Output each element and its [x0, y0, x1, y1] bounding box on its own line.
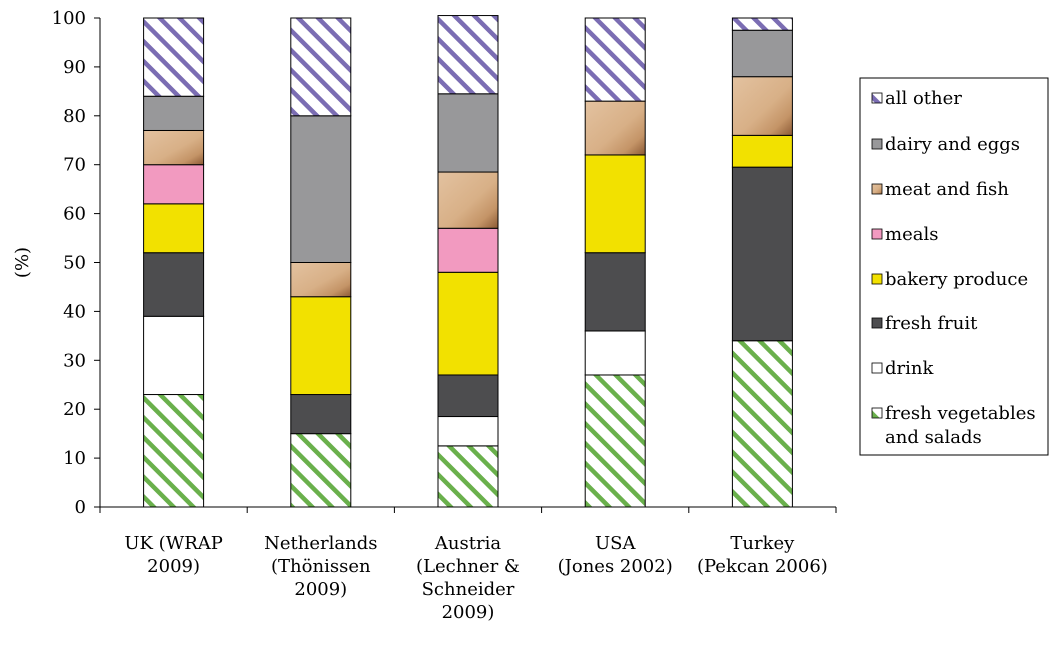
y-tick-label: 100 — [52, 8, 86, 29]
legend-label-line: dairy and eggs — [885, 134, 1020, 155]
x-category-label-line: UK (WRAP — [124, 533, 223, 554]
legend-box — [859, 77, 1049, 456]
legend-label: bakery produce — [885, 269, 1028, 290]
legend-label: meals — [885, 224, 938, 245]
x-category-label-line: (Pekcan 2006) — [697, 556, 828, 577]
legend-swatch — [871, 317, 883, 329]
bar-segment — [143, 394, 205, 508]
bar-segment — [584, 154, 646, 254]
legend-label-line: drink — [885, 358, 934, 379]
x-category-label: USA (Jones 2002) — [558, 533, 673, 577]
bar-segment — [584, 252, 646, 332]
y-tick-label: 50 — [63, 253, 86, 274]
legend-label: meat and fish — [885, 179, 1009, 200]
legend-label-line: all other — [885, 88, 962, 109]
bar-segment — [143, 203, 205, 254]
bar-segment — [143, 252, 205, 317]
bar-segment — [437, 445, 499, 508]
legend-label: drink — [885, 358, 934, 379]
x-category-label-line: USA — [595, 533, 637, 554]
x-category-label-line: Austria — [434, 533, 501, 554]
bar-segment — [437, 93, 499, 173]
bar-segment — [731, 166, 793, 342]
y-tick-label: 70 — [63, 155, 86, 176]
x-category-label-line: Turkey — [730, 533, 795, 554]
bar-segment — [143, 17, 205, 97]
bar-segment — [437, 227, 499, 273]
x-category-label-line: 2009) — [442, 602, 495, 623]
x-category-label-line: (Thönissen — [271, 556, 371, 577]
legend-swatch — [871, 273, 883, 285]
legend-label-line: and salads — [885, 427, 982, 448]
y-tick-label: 30 — [63, 350, 86, 371]
legend-swatch — [871, 92, 883, 104]
legend-label: fresh fruit — [885, 313, 978, 334]
bar-segment — [731, 76, 793, 136]
y-tick-label: 60 — [63, 204, 86, 225]
bar-segment — [731, 340, 793, 508]
legend-swatch — [871, 407, 883, 419]
y-tick-label: 20 — [63, 399, 86, 420]
bar-segment — [437, 15, 499, 95]
legend-swatch — [871, 138, 883, 150]
y-tick-label: 80 — [63, 106, 86, 127]
bar-segment — [143, 315, 205, 396]
legend-label-line: meals — [885, 224, 938, 245]
bar-segment — [731, 17, 793, 31]
bar-segment — [437, 374, 499, 418]
bar-segment — [290, 17, 352, 117]
legend-label: all other — [885, 88, 962, 109]
y-tick-label: 0 — [75, 497, 86, 518]
legend-label-line: bakery produce — [885, 269, 1028, 290]
x-category-label: UK (WRAP 2009) — [124, 533, 223, 577]
bar-segment — [437, 171, 499, 229]
x-category-label-line: 2009) — [147, 556, 200, 577]
bar-segment — [143, 164, 205, 205]
legend-label-line: meat and fish — [885, 179, 1009, 200]
x-category-label: Netherlands (Thönissen 2009) — [264, 533, 377, 600]
legend-label: fresh vegetables and salads — [885, 403, 1036, 448]
bar-segment — [290, 394, 352, 435]
legend-swatch — [871, 362, 883, 374]
x-category-label-line: (Jones 2002) — [558, 556, 673, 577]
legend-swatch — [871, 228, 883, 240]
bar-segment — [290, 262, 352, 298]
x-category-label-line: 2009) — [294, 579, 347, 600]
x-category-label-line: Netherlands — [264, 533, 377, 554]
bar-segment — [437, 271, 499, 376]
bar-segment — [143, 129, 205, 166]
y-axis-title: (%) — [12, 247, 33, 278]
x-category-label-line: (Lechner & — [416, 556, 520, 577]
legend-label-line: fresh fruit — [885, 313, 978, 334]
bar-segment — [290, 115, 352, 263]
bar-segment — [731, 134, 793, 168]
bar-segment — [584, 100, 646, 156]
x-category-label-line: Schneider — [422, 579, 515, 600]
legend-label: dairy and eggs — [885, 134, 1020, 155]
y-tick-label: 40 — [63, 301, 86, 322]
bar-segment — [731, 29, 793, 78]
bar-segment — [290, 433, 352, 508]
y-tick-label: 90 — [63, 57, 86, 78]
legend-swatch — [871, 183, 883, 195]
bar-segment — [290, 296, 352, 396]
legend-label-line: fresh vegetables — [885, 403, 1036, 424]
bar-segment — [437, 416, 499, 447]
bar-segment — [584, 374, 646, 508]
bar-segment — [584, 330, 646, 376]
y-tick-label: 10 — [63, 448, 86, 469]
x-category-label: Turkey (Pekcan 2006) — [697, 533, 828, 577]
x-category-label: Austria (Lechner & Schneider 2009) — [416, 533, 520, 623]
bar-segment — [143, 95, 205, 131]
bar-segment — [584, 17, 646, 102]
